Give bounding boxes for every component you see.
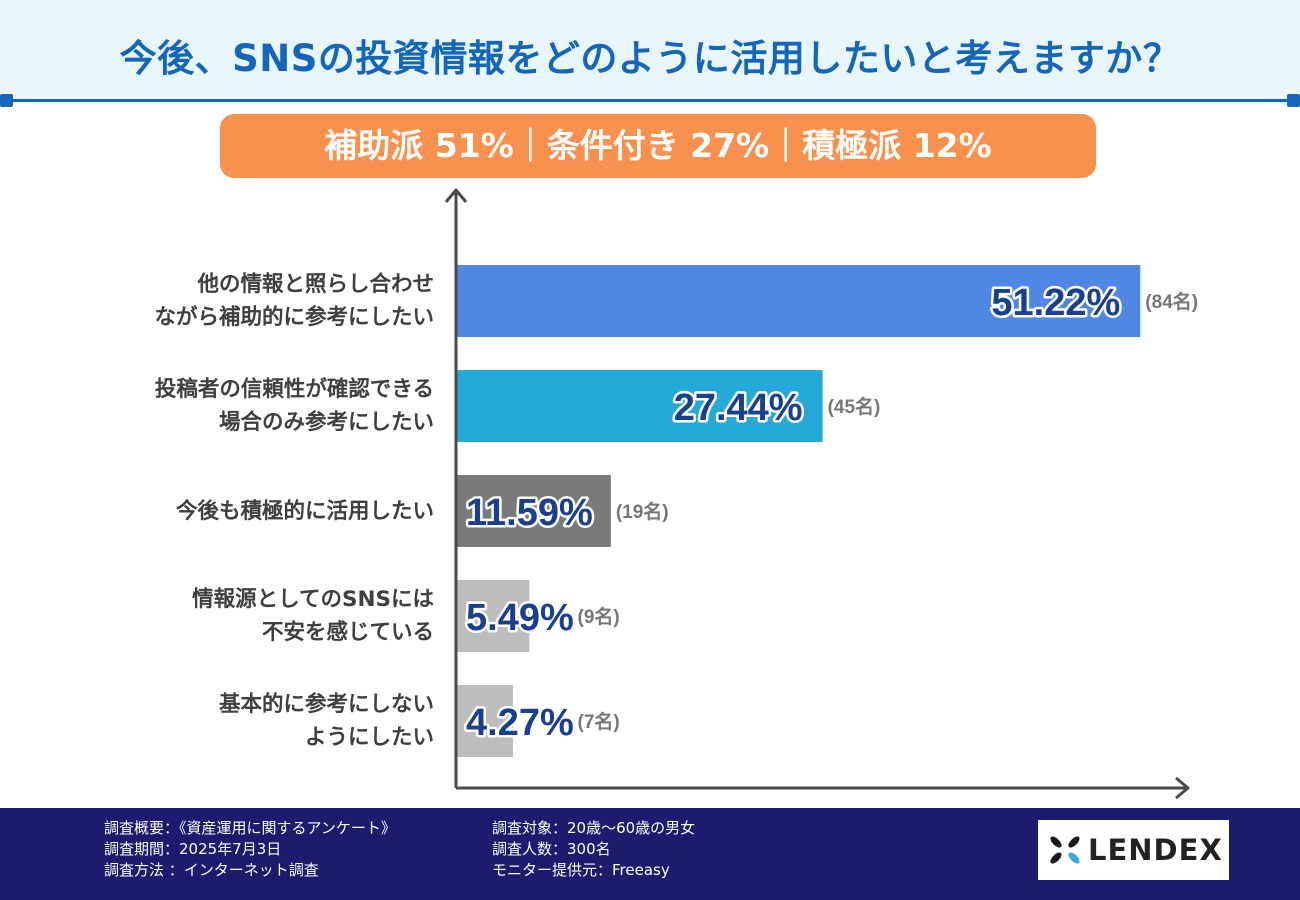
category-label-line: ようにしたい: [304, 725, 434, 750]
category-label-line: ながら補助的に参考にしたい: [154, 305, 434, 330]
category-label-line: 他の情報と照らし合わせ: [197, 272, 434, 297]
value-label: 51.22%: [991, 282, 1120, 324]
bar-2: [456, 370, 823, 442]
header-divider: [6, 99, 1294, 102]
value-label: 5.49%: [466, 597, 574, 639]
footer-line: モニター提供元：Freeasy: [492, 861, 670, 879]
category-label: 他の情報と照らし合わせながら補助的に参考にしたい: [34, 268, 434, 334]
count-label: (7名): [578, 710, 620, 733]
footer-line: 調査方法 ：インターネット調査: [104, 861, 319, 879]
divider-dot-left: [0, 94, 13, 107]
category-label: 投稿者の信頼性が確認できる場合のみ参考にしたい: [34, 373, 434, 439]
category-label: 今後も積極的に活用したい: [34, 495, 434, 528]
bar-chart: 51.22% (84名) 27.44% (45名) 11.59% (19名) 5.49% (9…: [444, 188, 1198, 800]
category-label-line: 場合のみ参考にしたい: [218, 410, 434, 435]
summary-banner: 補助派 51%｜条件付き 27%｜積極派 12%: [220, 114, 1096, 178]
value-label: 27.44%: [674, 387, 803, 429]
axes-group: [444, 188, 1190, 800]
value-label: 11.59%: [466, 492, 593, 534]
count-label: (19名): [616, 500, 669, 523]
count-label: (9名): [578, 605, 620, 628]
footer-survey-target: 調査対象：20歳〜60歳の男女 調査人数：300名 モニター提供元：Freeas…: [492, 818, 695, 881]
bar-3: [456, 475, 611, 547]
y-axis-arrow: [444, 188, 468, 203]
category-label: 基本的に参考にしないようにしたい: [34, 688, 434, 754]
x-axis-arrow: [1175, 776, 1190, 800]
header: 今後、SNSの投資情報をどのように活用したいと考えますか？: [0, 0, 1300, 107]
footer-line: 調査人数：300名: [492, 840, 611, 858]
category-label-line: 今後も積極的に活用したい: [175, 498, 434, 524]
bar-4: [456, 580, 530, 652]
lendex-logo: LENDEX: [1038, 820, 1229, 880]
bar-1: [456, 265, 1141, 337]
footer-line: 調査期間：2025年7月3日: [104, 840, 282, 858]
category-label-line: 情報源としてのSNSには: [192, 587, 434, 612]
logo-text: LENDEX: [1088, 833, 1223, 867]
category-label-line: 投稿者の信頼性が確認できる: [154, 377, 434, 402]
divider-dot-right: [1287, 94, 1300, 107]
footer-line: 調査対象：20歳〜60歳の男女: [492, 819, 696, 837]
bar-5: [456, 685, 514, 757]
category-label-line: 基本的に参考にしない: [218, 692, 434, 717]
page-title: 今後、SNSの投資情報をどのように活用したいと考えますか？: [119, 37, 1181, 80]
count-label: (45名): [828, 395, 881, 418]
category-label: 情報源としてのSNSには不安を感じている: [34, 583, 434, 649]
value-label: 4.27%: [466, 702, 574, 744]
lendex-pinwheel-icon: [1050, 836, 1080, 864]
footer-survey-info: 調査概要：《資産運用に関するアンケート》 調査期間：2025年7月3日 調査方法…: [104, 818, 396, 881]
category-label-line: 不安を感じている: [261, 620, 434, 645]
bars-group: 51.22% (84名) 27.44% (45名) 11.59% (19名) 5.49% (9…: [456, 265, 1198, 757]
footer: 調査概要：《資産運用に関するアンケート》 調査期間：2025年7月3日 調査方法…: [0, 808, 1300, 900]
footer-line: 調査概要：《資産運用に関するアンケート》: [104, 819, 396, 837]
count-label: (84名): [1145, 290, 1198, 313]
